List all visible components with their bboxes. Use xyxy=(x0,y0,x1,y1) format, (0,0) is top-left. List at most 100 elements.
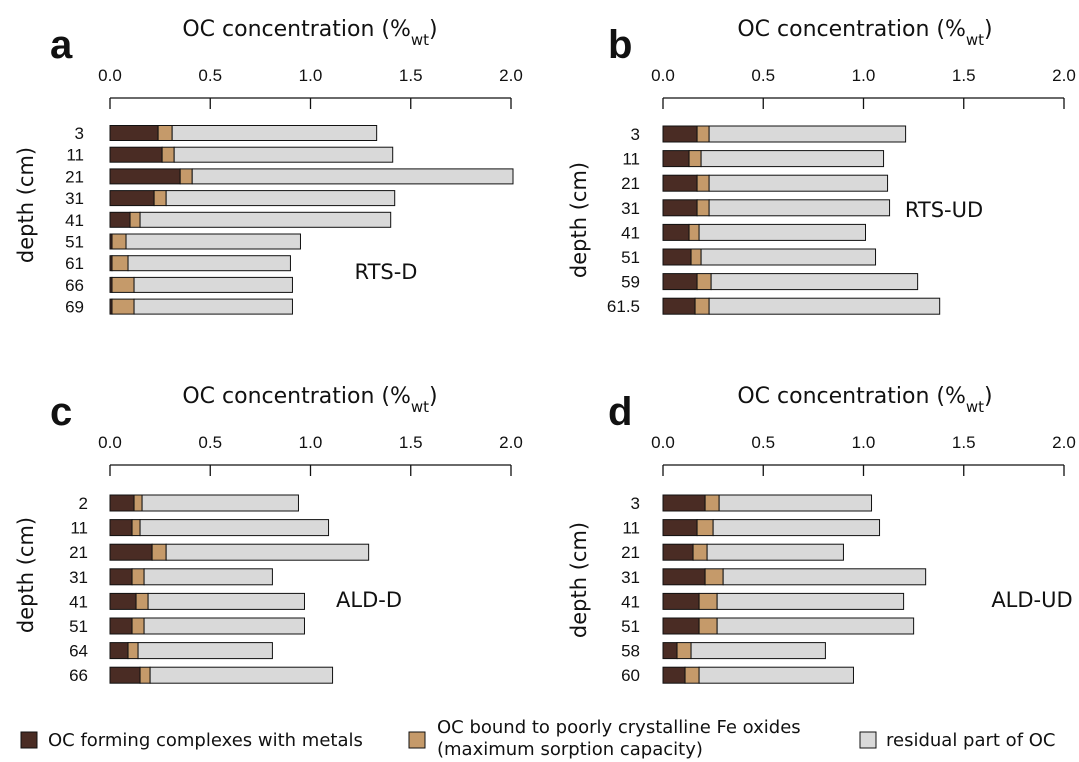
panel-b-bar-residual xyxy=(700,150,885,168)
panel-c-bar-residual xyxy=(137,642,273,660)
panel-d-depth-label: 3 xyxy=(631,494,640,513)
panel-c-depth-label: 21 xyxy=(69,543,88,562)
legend-label-metal-complex: OC forming complexes with metals xyxy=(48,730,363,751)
panel-d-bar-fe-oxide xyxy=(696,519,714,537)
panel-d-bar-fe-oxide xyxy=(704,568,724,586)
panel-c-y-axis-label: depth (cm) xyxy=(14,517,38,633)
panel-d-bars xyxy=(662,494,927,684)
panel-b-bars xyxy=(662,125,941,315)
panel-d-bar-residual xyxy=(718,494,873,512)
panel-d-tick-label: 2.0 xyxy=(1052,433,1076,452)
panel-b-tick-label: 0.5 xyxy=(751,66,775,85)
panel-c-site-label: ALD-D xyxy=(336,588,402,612)
panel-b-bar-fe-oxide xyxy=(694,297,710,315)
panel-a-bar-fe-oxide xyxy=(111,255,129,272)
panel-b-bar-residual xyxy=(708,199,891,217)
panel-c-bar-metal-complex xyxy=(109,666,141,684)
panel-a-x-axis-title: OC concentration (%wt) xyxy=(182,17,437,49)
panel-a-tick-label: 1.5 xyxy=(399,66,423,85)
panel-a-bar-residual xyxy=(191,168,514,185)
panel-b-tick-label: 1.0 xyxy=(852,66,876,85)
panel-c-bar-fe-oxide xyxy=(151,543,167,561)
panel-a-bar-residual xyxy=(171,125,378,141)
legend-label-fe-oxide-line2: (maximum sorption capacity) xyxy=(437,739,703,760)
panel-d-category-labels: 3 11 21 31 41 51 58 60 xyxy=(621,494,640,685)
panel-c-x-axis-title: OC concentration (%wt) xyxy=(182,384,437,416)
panel-d-bar-residual xyxy=(698,666,854,684)
panel-c-bar-fe-oxide xyxy=(133,494,143,512)
panel-c-bar-residual xyxy=(143,617,305,635)
panel-d-depth-label: 60 xyxy=(621,666,640,685)
panel-b-depth-label: 11 xyxy=(622,150,640,169)
panel-b-bar-metal-complex xyxy=(662,248,692,266)
panel-a-bar-metal-complex xyxy=(109,168,181,185)
panel-a-depth-label: 31 xyxy=(65,189,84,208)
panel-b-depth-label: 31 xyxy=(621,199,640,218)
panel-b-bar-residual xyxy=(698,223,867,241)
panel-d-bar-metal-complex xyxy=(662,543,694,561)
panel-a-bar-metal-complex xyxy=(109,211,131,228)
panel-d-bar-metal-complex xyxy=(662,568,706,586)
panel-a-tick-label: 1.0 xyxy=(299,66,323,85)
panel-d-bar-residual xyxy=(712,519,881,537)
panel-c-bar-fe-oxide xyxy=(127,642,139,660)
panel-b-site-label: RTS-UD xyxy=(905,198,983,222)
panel-c-depth-label: 2 xyxy=(79,494,88,513)
panel-b-bar-residual xyxy=(708,125,907,143)
panel-c-tick-label: 0.5 xyxy=(198,433,222,452)
panel-c-bar-metal-complex xyxy=(109,494,135,512)
panel-b-bar-metal-complex xyxy=(662,199,698,217)
panel-a-bar-metal-complex xyxy=(109,146,163,163)
panel-c-depth-label: 31 xyxy=(69,568,88,587)
panel-b-depth-label: 61.5 xyxy=(607,297,640,316)
panel-b-bar-fe-oxide xyxy=(696,125,710,143)
panel-b-bar-fe-oxide xyxy=(688,223,700,241)
panel-d-depth-label: 31 xyxy=(621,568,640,587)
panel-b-depth-label: 41 xyxy=(621,223,640,242)
panel-c-tick-label: 0.0 xyxy=(98,433,122,452)
panel-b-category-labels: 3 11 21 31 41 51 59 61.5 xyxy=(607,125,640,316)
panel-d-letter: d xyxy=(608,390,632,434)
panel-c-category-labels: 2 11 21 31 41 51 64 66 xyxy=(69,494,88,685)
panel-c-bar-metal-complex xyxy=(109,592,137,610)
panel-c-bar-residual xyxy=(139,519,330,537)
panel-a-bar-fe-oxide xyxy=(179,168,193,185)
panel-c-depth-label: 66 xyxy=(69,666,88,685)
panel-a-tick-label: 0.0 xyxy=(98,66,122,85)
panel-a-bar-fe-oxide xyxy=(161,146,175,163)
panel-c-bar-metal-complex xyxy=(109,543,153,561)
panel-c-bar-fe-oxide xyxy=(131,568,145,586)
panel-a-depth-label: 41 xyxy=(65,211,84,230)
panel-a-site-label: RTS-D xyxy=(355,260,418,284)
legend-swatch-residual xyxy=(859,731,877,749)
panel-c-bars xyxy=(109,494,370,684)
panel-a-depth-label: 66 xyxy=(65,276,84,295)
panel-d-bar-fe-oxide xyxy=(692,543,708,561)
panel-a-bar-residual xyxy=(125,233,301,250)
panel-c-depth-label: 51 xyxy=(69,617,88,636)
panel-b-bar-residual xyxy=(708,297,941,315)
panel-c-bar-metal-complex xyxy=(109,568,133,586)
panel-b-tick-label: 2.0 xyxy=(1052,66,1076,85)
panel-c-depth-label: 64 xyxy=(69,642,88,661)
panel-d-site-label: ALD-UD xyxy=(991,588,1072,612)
panel-d-x-axis: 0.0 0.5 1.0 1.5 2.0 xyxy=(651,433,1076,476)
panel-c-tick-label: 1.5 xyxy=(399,433,423,452)
panel-d-bar-fe-oxide xyxy=(698,617,718,635)
panel-c-bar-fe-oxide xyxy=(131,519,141,537)
legend: OC forming complexes with metals OC boun… xyxy=(20,717,1056,760)
panel-c-bar-fe-oxide xyxy=(139,666,151,684)
panel-b-bar-fe-oxide xyxy=(688,150,702,168)
panel-c-bar-residual xyxy=(165,543,370,561)
panel-c-tick-label: 1.0 xyxy=(299,433,323,452)
panel-d-depth-label: 41 xyxy=(621,592,640,611)
panel-d-depth-label: 51 xyxy=(621,617,640,636)
panel-a-bar-residual xyxy=(133,298,293,315)
panel-c-bar-residual xyxy=(149,666,334,684)
panel-b-depth-label: 59 xyxy=(621,273,640,292)
panel-b-x-axis: 0.0 0.5 1.0 1.5 2.0 xyxy=(651,66,1076,109)
panel-c-bar-residual xyxy=(143,568,273,586)
panel-a-bar-fe-oxide xyxy=(157,125,173,141)
panel-b-bar-metal-complex xyxy=(662,125,698,143)
